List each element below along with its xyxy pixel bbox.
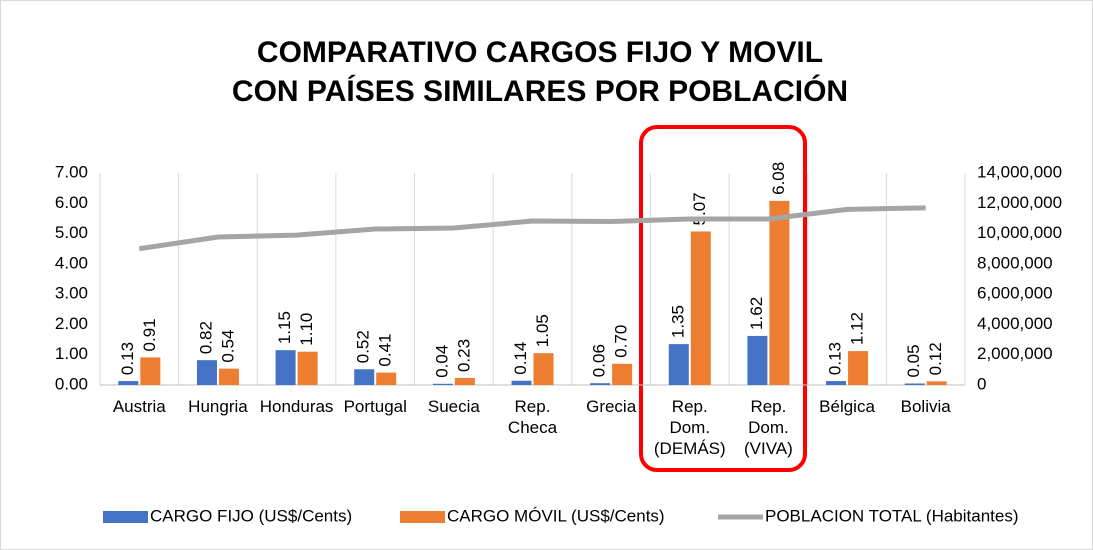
x-tick-label: Bolivia xyxy=(901,397,952,416)
bar xyxy=(926,381,947,385)
bar xyxy=(218,368,239,385)
x-tick-label: Grecia xyxy=(586,397,637,416)
data-label: 1.10 xyxy=(297,313,316,346)
bar xyxy=(432,383,453,385)
y-tick-label: 4.00 xyxy=(55,253,88,272)
chart-title: COMPARATIVO CARGOS FIJO Y MOVIL xyxy=(257,36,823,69)
bar xyxy=(533,353,554,385)
data-label: 0.91 xyxy=(140,318,159,351)
bar xyxy=(275,350,296,385)
data-label: 1.62 xyxy=(747,297,766,330)
y-tick-label: 5.00 xyxy=(55,223,88,242)
bar xyxy=(376,372,397,385)
y2-tick-label: 6,000,000 xyxy=(977,284,1053,303)
data-label: 0.23 xyxy=(454,339,473,372)
data-label: 1.05 xyxy=(533,314,552,347)
x-tick-label: Rep. Dom. (DEMÁS) xyxy=(654,397,726,458)
legend-swatch xyxy=(103,511,148,523)
bar xyxy=(196,360,217,385)
bar xyxy=(511,380,532,385)
bar xyxy=(297,351,318,385)
y-tick-label: 3.00 xyxy=(55,284,88,303)
chart-title: CON PAÍSES SIMILARES POR POBLACIÓN xyxy=(232,74,848,108)
bar xyxy=(826,381,847,385)
x-tick-label: Suecia xyxy=(428,397,481,416)
legend-swatch xyxy=(400,511,445,523)
bar xyxy=(747,335,768,385)
bar xyxy=(904,383,925,385)
bar xyxy=(590,383,611,385)
data-label: 0.82 xyxy=(196,321,215,354)
legend-label: CARGO FIJO (US$/Cents) xyxy=(150,506,352,525)
bar xyxy=(354,369,375,385)
data-label: 0.05 xyxy=(904,344,923,377)
x-tick-label: Rep. Dom. (VIVA) xyxy=(744,397,793,458)
y2-tick-label: 12,000,000 xyxy=(977,193,1062,212)
legend-label: POBLACION TOTAL (Habitantes) xyxy=(765,506,1019,525)
highlight-box xyxy=(639,125,807,472)
data-label: 0.41 xyxy=(376,333,395,366)
data-label: 0.04 xyxy=(432,345,451,378)
data-label: 0.54 xyxy=(218,330,237,363)
bar xyxy=(668,344,689,385)
line xyxy=(138,205,926,252)
x-tick-label: Honduras xyxy=(260,397,334,416)
y2-tick-label: 0 xyxy=(977,374,986,393)
y2-tick-label: 4,000,000 xyxy=(977,314,1053,333)
data-label: 0.06 xyxy=(590,344,609,377)
x-tick-label: Rep. Checa xyxy=(508,397,558,437)
legend-label: CARGO MÓVIL (US$/Cents) xyxy=(447,506,665,525)
y2-tick-label: 10,000,000 xyxy=(977,223,1062,242)
data-label: 1.12 xyxy=(848,312,867,345)
data-label: 1.15 xyxy=(275,311,294,344)
y-tick-label: 0.00 xyxy=(55,374,88,393)
bar xyxy=(454,378,475,385)
bar xyxy=(769,200,790,385)
bar xyxy=(690,231,711,385)
data-label: 0.70 xyxy=(612,325,631,358)
x-tick-label: Austria xyxy=(113,397,166,416)
x-tick-label: Hungria xyxy=(188,397,248,416)
y2-tick-label: 8,000,000 xyxy=(977,253,1053,272)
data-label: 0.52 xyxy=(354,330,373,363)
y-tick-label: 1.00 xyxy=(55,344,88,363)
x-tick-label: Portugal xyxy=(344,397,407,416)
bar xyxy=(612,363,633,385)
bar xyxy=(848,351,869,385)
y2-tick-label: 14,000,000 xyxy=(977,162,1062,181)
data-label: 0.13 xyxy=(118,342,137,375)
data-label: 6.08 xyxy=(769,162,788,195)
data-label: 0.12 xyxy=(926,342,945,375)
bar xyxy=(140,357,161,385)
bar xyxy=(118,381,139,385)
x-tick-label: Bélgica xyxy=(819,397,875,416)
data-label: 1.35 xyxy=(668,305,687,338)
y-tick-label: 7.00 xyxy=(55,162,88,181)
y2-tick-label: 2,000,000 xyxy=(977,344,1053,363)
data-label: 0.14 xyxy=(511,342,530,375)
y-tick-label: 6.00 xyxy=(55,193,88,212)
y-tick-label: 2.00 xyxy=(55,314,88,333)
data-label: 0.13 xyxy=(826,342,845,375)
